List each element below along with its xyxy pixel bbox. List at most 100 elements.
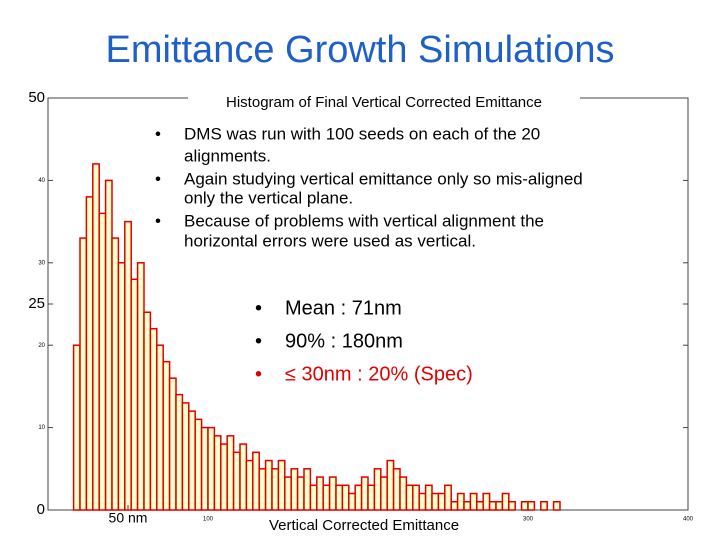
bar <box>424 484 433 511</box>
y-tick-label: 30 <box>38 260 45 266</box>
bar <box>322 484 331 511</box>
bar <box>149 327 158 511</box>
title-backdrop <box>188 92 580 114</box>
bar <box>341 484 350 511</box>
x-axis-label: Vertical Corrected Emittance <box>269 517 459 534</box>
bar <box>252 451 260 511</box>
bar <box>392 468 401 511</box>
bar <box>482 492 491 511</box>
bar <box>117 262 126 511</box>
bar <box>412 484 420 511</box>
bar <box>354 484 363 511</box>
bullet-mark: • <box>155 211 161 230</box>
bar <box>328 476 337 511</box>
bullet-mark: • <box>155 169 161 188</box>
bar <box>456 492 465 511</box>
bullet-text: alignments. <box>184 146 271 165</box>
bar <box>232 451 241 511</box>
bar <box>181 402 190 511</box>
bar <box>290 468 299 511</box>
bullet-text: horizontal errors were used as vertical. <box>184 231 476 250</box>
bar <box>168 377 177 511</box>
bullet-text: only the vertical plane. <box>184 188 353 207</box>
bar <box>213 435 222 511</box>
bullet-text: DMS was run with 100 seeds on each of th… <box>184 124 540 143</box>
stat-text: Mean : 71nm <box>285 297 402 319</box>
bar <box>156 344 164 511</box>
y-tick-label: 0 <box>37 501 45 518</box>
bar <box>79 237 88 511</box>
y-tick-label: 25 <box>28 295 45 312</box>
bar <box>476 501 484 511</box>
bar <box>309 484 318 511</box>
bar <box>463 501 472 511</box>
bar <box>399 476 408 511</box>
bar <box>527 501 536 511</box>
bar <box>104 179 113 511</box>
bar <box>296 476 305 511</box>
bar <box>136 262 145 511</box>
stat-text: ≤ 30nm : 20% (Spec) <box>285 363 473 385</box>
bullet-text: Again studying vertical emittance only s… <box>184 169 583 188</box>
x-tick-label: 300 <box>523 517 534 523</box>
bar <box>226 435 235 511</box>
x-tick-label: 400 <box>683 517 694 523</box>
bar <box>194 418 203 511</box>
chart-title: Histogram of Final Vertical Corrected Em… <box>226 94 542 111</box>
bar <box>85 196 94 511</box>
bar <box>508 501 516 511</box>
bar <box>360 476 369 511</box>
bar <box>520 501 529 511</box>
bar <box>264 459 273 511</box>
bar <box>162 360 171 511</box>
bar <box>130 278 139 511</box>
bar <box>245 459 254 511</box>
bar <box>469 492 478 511</box>
bar <box>335 484 344 511</box>
bar <box>495 501 504 511</box>
bar <box>552 501 561 511</box>
x-tick-label: 50 nm <box>109 510 148 526</box>
bar <box>284 476 292 511</box>
bar <box>239 443 248 511</box>
bar <box>316 476 324 511</box>
bar <box>277 459 286 511</box>
bar <box>111 237 120 511</box>
bar <box>380 476 388 511</box>
bar <box>348 492 356 511</box>
bar <box>540 501 548 511</box>
bar <box>303 468 312 511</box>
bar <box>437 492 446 511</box>
bar <box>450 501 459 511</box>
bullet-mark: • <box>155 124 161 143</box>
bar <box>405 484 414 511</box>
bar <box>373 468 382 511</box>
bar <box>431 492 440 511</box>
label-backdrop <box>242 515 488 537</box>
bar <box>92 163 100 511</box>
bar <box>188 410 196 511</box>
y-tick-label: 50 <box>28 89 45 106</box>
bar <box>220 443 228 511</box>
bar <box>72 344 81 511</box>
slide-title: Emittance Growth Simulations <box>106 29 615 71</box>
bar <box>367 484 376 511</box>
bar <box>258 468 267 511</box>
y-tick-label: 20 <box>38 343 45 349</box>
bar <box>488 501 497 511</box>
bullet-mark: • <box>255 330 262 352</box>
bar <box>175 393 184 511</box>
bar <box>271 468 280 511</box>
bar <box>501 492 510 511</box>
bar <box>143 311 152 511</box>
stat-text: 90% : 180nm <box>285 330 403 352</box>
bar <box>418 492 427 511</box>
y-tick-label: 10 <box>38 425 45 431</box>
y-tick-label: 40 <box>38 178 45 184</box>
bullet-mark: • <box>255 363 262 385</box>
bar <box>207 426 216 511</box>
bar <box>124 220 132 511</box>
bullet-mark: • <box>255 297 262 319</box>
bar <box>98 212 107 511</box>
